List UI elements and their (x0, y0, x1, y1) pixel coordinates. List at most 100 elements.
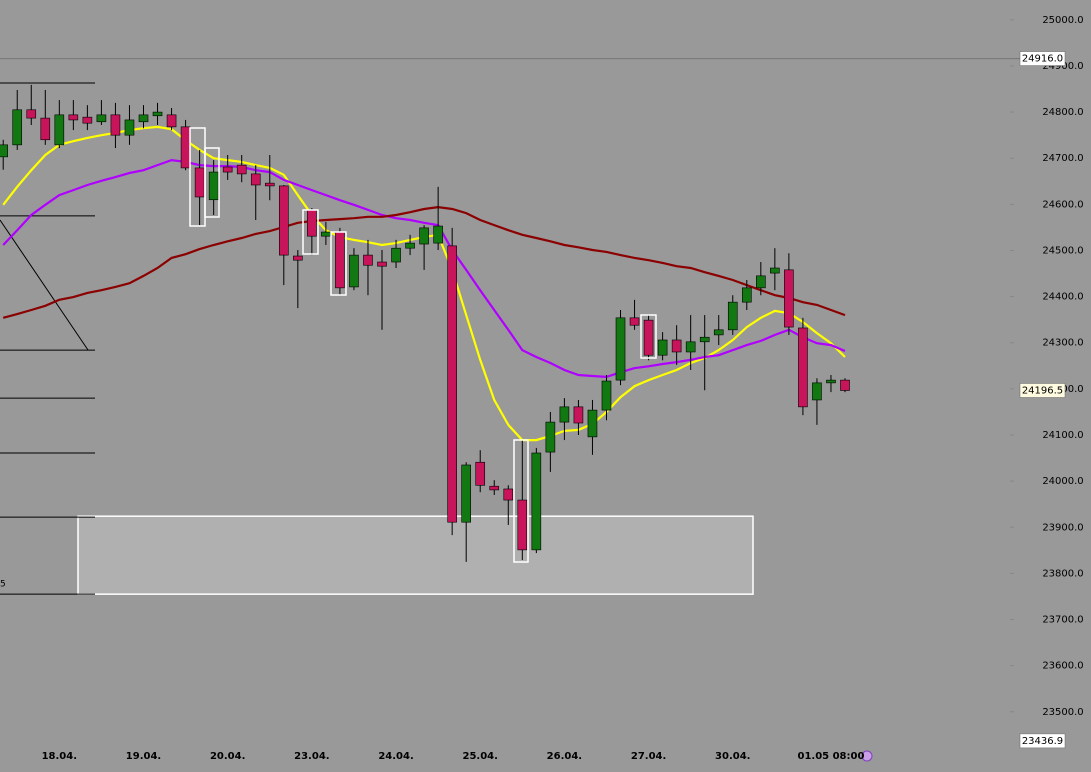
y-tick-label: 24000.0 (1042, 476, 1083, 487)
candle-body (573, 406, 584, 424)
candle-body (643, 319, 654, 356)
candle-body (489, 485, 500, 491)
y-tick-label: 24100.0 (1042, 430, 1083, 441)
candle-body (713, 329, 724, 336)
candle-body (264, 182, 275, 187)
candle-body (391, 247, 401, 263)
candle-body (685, 341, 696, 353)
candle-body (615, 317, 626, 381)
candle-body (250, 173, 261, 186)
candle-body (826, 379, 836, 384)
candle-body (727, 301, 738, 331)
candle-body (194, 167, 205, 198)
candle-body (293, 255, 303, 261)
x-tick-label: 24.04. (378, 751, 413, 762)
candle-body (180, 126, 191, 169)
candle-body (26, 109, 37, 119)
x-tick-label: 30.04. (715, 751, 750, 762)
y-tick-label: 23600.0 (1042, 661, 1083, 672)
candle-body (278, 185, 289, 256)
candle-body (96, 114, 107, 123)
x-tick-label: 23.04. (294, 751, 329, 762)
candle-body (40, 117, 51, 141)
support-zone (77, 515, 754, 595)
candle-body (419, 227, 429, 245)
y-tick-label: 23700.0 (1042, 615, 1083, 626)
price-label: 24916.0 (1022, 54, 1063, 65)
candle-body (377, 261, 387, 267)
candle-body (124, 119, 135, 136)
price-label-box (1019, 51, 1066, 66)
candle-body (321, 231, 331, 237)
candle-body (138, 114, 149, 123)
candle-body (671, 339, 682, 353)
price-label-box (1019, 383, 1066, 398)
candle-body (531, 452, 542, 551)
candle-body (236, 164, 247, 175)
candle-body (335, 231, 345, 289)
pattern-box (640, 314, 657, 359)
y-tick-label: 24600.0 (1042, 199, 1083, 210)
y-tick-label: 24500.0 (1042, 245, 1083, 256)
candle-body (447, 245, 457, 523)
x-tick-label: 20.04. (210, 751, 245, 762)
pattern-box (302, 209, 319, 255)
x-tick-label: 01.05 08:00 (797, 751, 864, 762)
candle-body (349, 254, 359, 288)
y-tick-label: 24400.0 (1042, 292, 1083, 303)
candle-body (12, 109, 23, 146)
x-tick-label: 18.04. (42, 751, 77, 762)
y-tick-label: 23500.0 (1042, 707, 1083, 718)
candle-body (840, 379, 850, 391)
candle-body (699, 336, 710, 343)
pattern-box (330, 231, 347, 296)
candle-body (54, 114, 65, 146)
candle-body (601, 380, 612, 411)
candle-body (784, 269, 794, 328)
x-tick-label: 27.04. (631, 751, 666, 762)
candle-body (770, 267, 780, 274)
y-tick-label: 24300.0 (1042, 338, 1083, 349)
candle-body (545, 421, 556, 453)
candle-body (0, 144, 9, 158)
candle-body (461, 464, 471, 523)
y-tick-label: 24900.0 (1042, 61, 1083, 72)
candle-body (166, 114, 177, 128)
candle-body (559, 406, 570, 423)
candle-body (503, 488, 514, 501)
y-tick-label: 25000.0 (1042, 15, 1083, 26)
y-tick-label: 23800.0 (1042, 568, 1083, 579)
pattern-box (204, 147, 220, 218)
candle-body (68, 114, 79, 121)
session-icon (861, 750, 873, 762)
candle-body (756, 275, 766, 289)
level-note: 5 (0, 580, 6, 590)
candle-body (307, 209, 317, 237)
candle-body (208, 171, 219, 201)
price-label: 24196.5 (1022, 385, 1063, 396)
candle-body (629, 317, 640, 326)
candle-body (587, 409, 598, 438)
candle-body (405, 242, 415, 249)
candle-body (517, 499, 528, 551)
candle-body (110, 114, 121, 136)
price-label: 23436.9 (1022, 736, 1063, 747)
x-tick-label: 19.04. (126, 751, 161, 762)
candle-body (657, 339, 668, 356)
trend-line (0, 219, 89, 351)
candle-body (812, 382, 822, 401)
candle-body (152, 111, 163, 117)
candle-body (82, 116, 93, 124)
price-label-box (1019, 733, 1066, 749)
x-tick-label: 26.04. (547, 751, 582, 762)
candle-body (475, 461, 486, 486)
candle-body (741, 287, 752, 303)
candle-body (222, 166, 233, 173)
y-tick-label: 24800.0 (1042, 107, 1083, 118)
y-tick-label: 23900.0 (1042, 522, 1083, 533)
candle-body (363, 254, 373, 266)
y-tick-label: 24700.0 (1042, 153, 1083, 164)
candle-body (433, 225, 443, 244)
pattern-box (513, 439, 529, 563)
